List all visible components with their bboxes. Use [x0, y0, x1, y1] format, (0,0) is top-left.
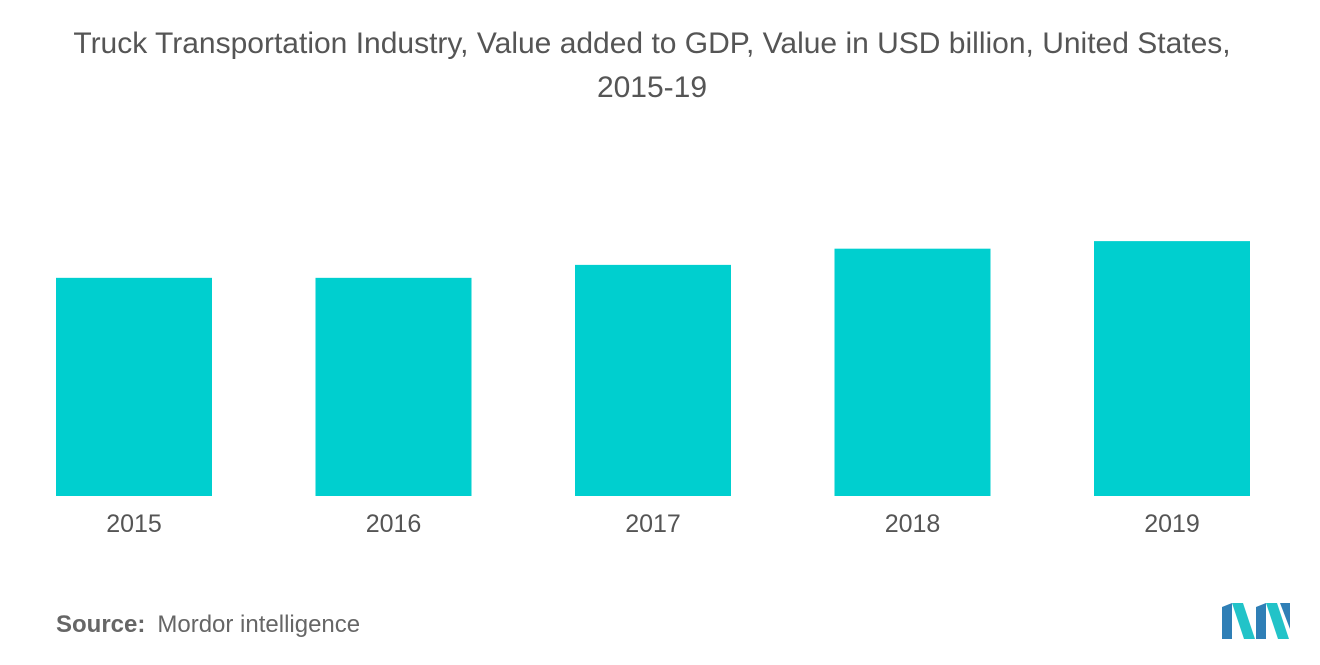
x-tick-label-2015: 2015 [106, 510, 162, 538]
mordor-intelligence-logo [1222, 603, 1290, 639]
bar-2017 [575, 264, 731, 496]
source-label: Source: [56, 611, 146, 638]
bar-2019 [1094, 241, 1250, 496]
chart-title-line-2: 2015-19 [596, 71, 708, 104]
bar-2016 [315, 277, 472, 496]
chart-title-line-1: Truck Transportation Industry, Value add… [73, 27, 1231, 60]
bar-2015 [56, 277, 212, 496]
source-text: Mordor intelligence [157, 611, 361, 638]
x-tick-label-2018: 2018 [885, 510, 941, 538]
x-tick-label-2019: 2019 [1144, 510, 1200, 538]
source-note: Source: Mordor intelligence [56, 611, 360, 639]
x-tick-label-2016: 2016 [366, 510, 422, 538]
chart-title: Truck Transportation Industry, Value add… [0, 22, 1304, 110]
x-tick-label-2017: 2017 [625, 510, 681, 538]
bar-2018 [834, 248, 991, 496]
